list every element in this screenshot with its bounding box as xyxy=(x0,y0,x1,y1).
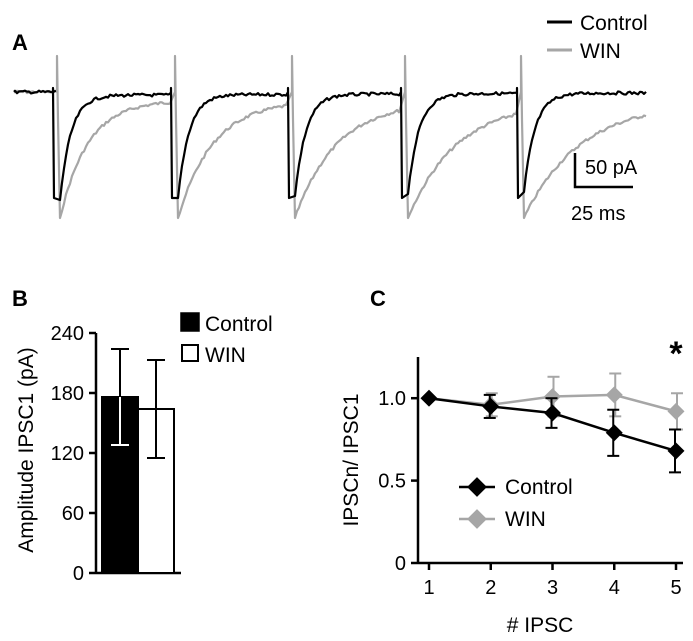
panel-a-label: A xyxy=(12,30,28,55)
b-y-tick-label: 120 xyxy=(51,443,84,465)
panel-c-ylabel: IPSCn/ IPSC1 xyxy=(340,393,363,526)
legend-b-win-swatch xyxy=(181,344,199,362)
c-x-tick-label: 3 xyxy=(547,577,558,599)
b-y-tick-label: 180 xyxy=(51,383,84,405)
panel-b-label: B xyxy=(12,286,28,311)
c-y-tick-label: 0 xyxy=(395,553,406,575)
legend-b-win: WIN xyxy=(205,344,246,367)
b-y-tick-label: 240 xyxy=(51,323,84,345)
trace-win xyxy=(13,54,647,220)
ipsc-traces xyxy=(13,54,647,220)
c-point-control xyxy=(667,442,685,460)
c-x-tick-label: 2 xyxy=(485,577,496,599)
panel-c-label: C xyxy=(370,286,386,311)
scale-bar xyxy=(573,153,633,189)
c-y-tick-label: 1.0 xyxy=(378,388,406,410)
legend-b-control: Control xyxy=(205,313,273,336)
c-point-win xyxy=(667,402,685,420)
trace-control xyxy=(13,86,647,202)
bar-chart: 0 60 120 180 240 xyxy=(51,323,181,585)
c-point-win xyxy=(605,386,623,404)
legend-b-control-swatch xyxy=(180,312,200,332)
legend-a-control: Control xyxy=(580,12,648,35)
c-point-control xyxy=(420,389,438,407)
panel-c-xlabel: # IPSC xyxy=(507,614,574,637)
c-point-control xyxy=(544,404,561,422)
legend-c-control-marker xyxy=(467,477,487,497)
significance-asterisk: * xyxy=(669,335,683,373)
c-point-control xyxy=(605,424,623,442)
legend-a-win: WIN xyxy=(580,40,621,63)
b-y-tick-label: 0 xyxy=(73,563,84,585)
legend-c-win: WIN xyxy=(505,508,546,531)
c-x-tick-label: 5 xyxy=(670,577,681,599)
c-point-win xyxy=(544,388,561,406)
c-x-tick-label: 4 xyxy=(609,577,620,599)
scale-bar-amplitude: 50 pA xyxy=(585,157,638,179)
b-y-tick-label: 60 xyxy=(62,503,84,525)
legend-c-control: Control xyxy=(505,476,573,499)
line-chart: 0 0.5 1.0 1 2 3 4 5 xyxy=(378,357,685,599)
c-x-tick-label: 1 xyxy=(423,577,434,599)
c-y-tick-label: 0.5 xyxy=(378,471,406,493)
legend-c-win-marker xyxy=(467,509,487,529)
c-point-control xyxy=(482,397,500,415)
scale-bar-time: 25 ms xyxy=(571,203,625,225)
panel-b-ylabel: Amplitude IPSC1 (pA) xyxy=(15,347,38,552)
